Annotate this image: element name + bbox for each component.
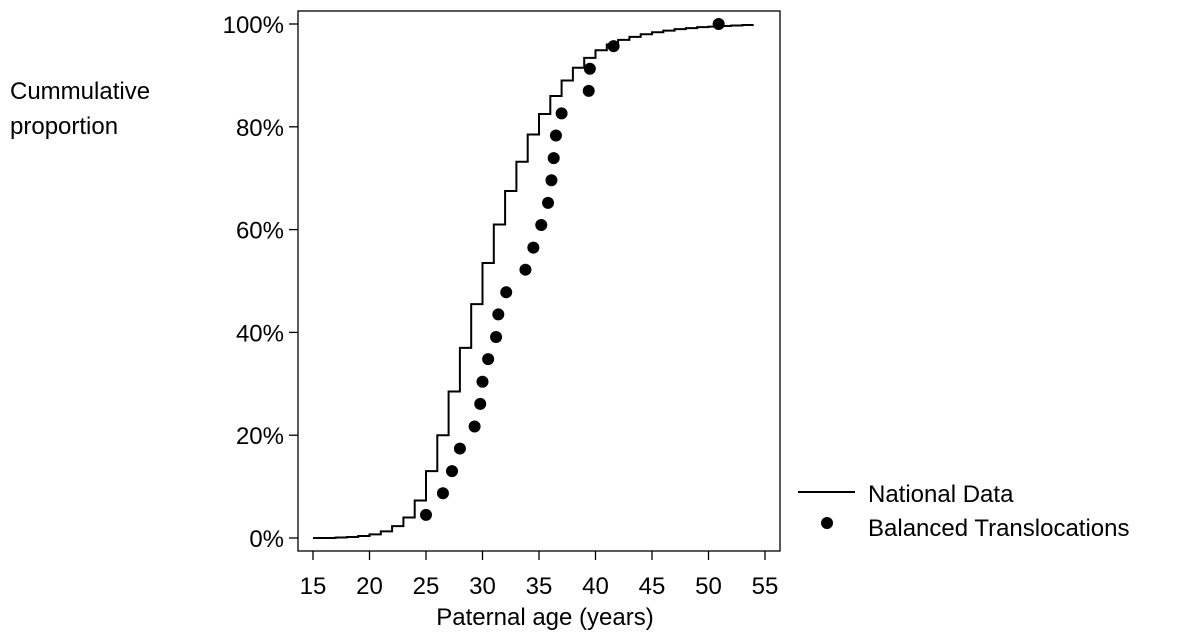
data-point-balanced-translocations-19 [555, 107, 568, 120]
x-tick-label-45: 45 [639, 573, 666, 600]
data-point-balanced-translocations-3 [445, 465, 458, 478]
data-point-balanced-translocations-16 [545, 174, 558, 187]
plot-frame [297, 10, 781, 552]
y-axis-label-line-2: proportion [10, 113, 118, 140]
y-axis-label-line-1: Cummulative [10, 78, 150, 105]
data-point-balanced-translocations-18 [549, 129, 562, 142]
x-tick-label-20: 20 [356, 573, 383, 600]
y-tick-label-60: 60% [236, 218, 284, 245]
data-point-balanced-translocations-2 [436, 487, 449, 500]
data-point-balanced-translocations-21 [583, 62, 596, 75]
x-tick-label-35: 35 [526, 573, 553, 600]
data-point-balanced-translocations-9 [490, 331, 503, 344]
x-tick-label-55: 55 [752, 573, 779, 600]
data-point-balanced-translocations-8 [482, 353, 495, 366]
y-tick-label-40: 40% [236, 320, 284, 347]
x-tick-label-25: 25 [413, 573, 440, 600]
data-point-balanced-translocations-13 [527, 241, 540, 254]
data-point-balanced-translocations-15 [542, 196, 555, 209]
data-point-balanced-translocations-4 [453, 442, 466, 455]
x-tick-label-15: 15 [300, 573, 327, 600]
plot-area: 15 20 25 30 35 40 45 50 55 0% 20% 40% 60% 80% 100% [223, 10, 781, 600]
data-point-balanced-translocations-1 [420, 508, 432, 521]
legend: National Data Balanced Translocations [798, 481, 1130, 542]
data-point-balanced-translocations-6 [474, 397, 487, 410]
data-point-balanced-translocations-14 [535, 218, 548, 231]
y-tick-label-80: 80% [236, 115, 284, 142]
data-point-balanced-translocations-23 [712, 18, 725, 30]
y-tick-label-20: 20% [236, 423, 284, 450]
legend-marker-swatch [821, 517, 833, 529]
data-point-balanced-translocations-12 [519, 263, 532, 276]
x-tick-label-30: 30 [469, 573, 496, 600]
data-point-balanced-translocations-20 [582, 84, 595, 97]
series-line-national-data [313, 24, 754, 539]
x-axis-label: Paternal age (years) [436, 604, 653, 631]
y-tick-label-100: 100% [223, 12, 284, 39]
data-point-balanced-translocations-7 [476, 375, 489, 388]
data-point-balanced-translocations-11 [500, 286, 513, 299]
legend-label-national: National Data [868, 481, 1014, 508]
x-tick-label-40: 40 [582, 573, 609, 600]
y-tick-label-0: 0% [249, 526, 284, 553]
x-tick-label-50: 50 [695, 573, 722, 600]
data-point-balanced-translocations-10 [492, 308, 505, 321]
data-point-balanced-translocations-22 [607, 40, 620, 53]
data-point-balanced-translocations-17 [547, 152, 560, 165]
data-point-balanced-translocations-5 [468, 420, 481, 433]
legend-label-translocations: Balanced Translocations [868, 515, 1130, 542]
